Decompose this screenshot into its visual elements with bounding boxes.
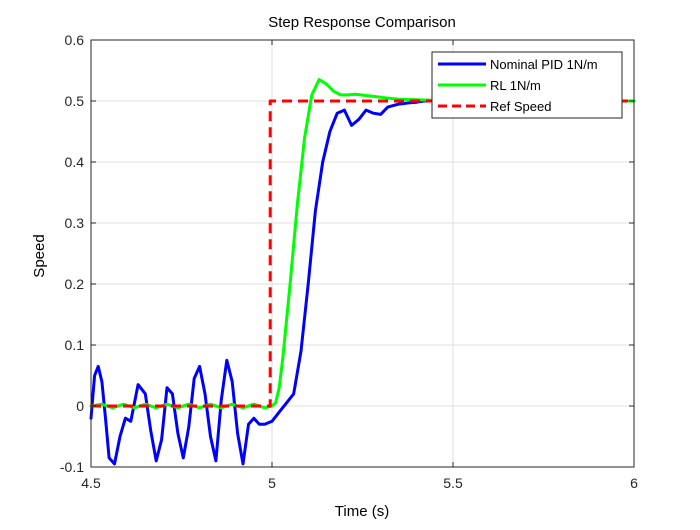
y-tick-label: 0.1	[65, 337, 85, 353]
y-tick-label: 0.4	[65, 154, 85, 170]
axis-ticks: 4.5 5 5.5 6 -0.1 0 0.1 0.2 0.3 0.4 0.5 0.6	[60, 32, 638, 491]
legend-label-nominal-pid: Nominal PID 1N/m	[490, 57, 598, 72]
x-tick-label: 5	[268, 475, 276, 491]
legend-label-rl: RL 1N/m	[490, 78, 541, 93]
x-tick-label: 5.5	[443, 475, 463, 491]
y-axis-label: Speed	[31, 234, 48, 277]
series-line-rl	[89, 78, 636, 410]
y-tick-label: 0.6	[65, 32, 85, 48]
x-tick-label: 4.5	[81, 475, 101, 491]
y-tick-label: -0.1	[60, 459, 84, 475]
series-line-nominal-pid	[89, 99, 636, 466]
y-tick-label: 0.3	[65, 215, 85, 231]
x-axis-label: Time (s)	[335, 503, 389, 520]
series-line-ref-speed	[91, 99, 634, 408]
chart-title: Step Response Comparison	[268, 14, 456, 31]
y-tick-label: 0	[76, 398, 84, 414]
plot-area-frame	[90, 39, 635, 468]
y-tick-label: 0.5	[65, 93, 85, 109]
series-lines	[89, 78, 636, 466]
y-tick-label: 0.2	[65, 276, 85, 292]
x-tick-label: 6	[630, 475, 638, 491]
legend-label-ref-speed: Ref Speed	[490, 99, 551, 114]
legend: Nominal PID 1N/m RL 1N/m Ref Speed	[431, 51, 623, 119]
